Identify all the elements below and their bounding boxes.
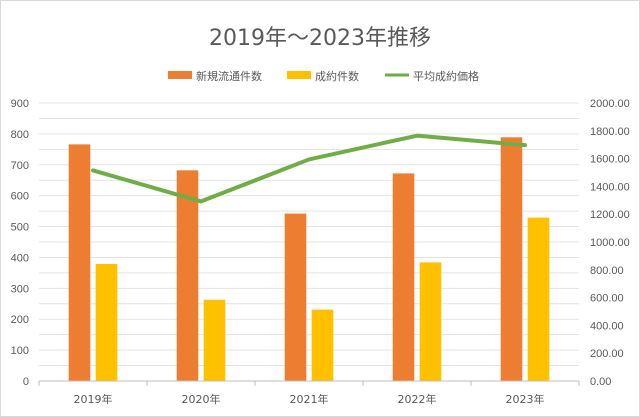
bar-closed-deals <box>311 309 334 381</box>
line-series <box>91 133 527 204</box>
right-axis-ticks: 0.00 200.00 400.00 600.00 800.00 1000.00 1200.… <box>590 98 630 388</box>
bar-new-listings <box>176 170 199 381</box>
right-tick-label: 1200.00 <box>590 209 630 221</box>
right-tick-label: 1000.00 <box>590 237 630 249</box>
right-tick-label: 400.00 <box>590 320 624 332</box>
legend-label-closed-deals: 成約件数 <box>315 69 359 83</box>
right-tick-label: 2000.00 <box>590 98 630 110</box>
right-tick-label: 200.00 <box>590 348 624 360</box>
bar-closed-deals <box>95 263 118 381</box>
left-tick-label: 900 <box>11 98 29 110</box>
bar-closed-deals <box>203 299 226 381</box>
right-tick-label: 0.00 <box>590 376 611 388</box>
bar-closed-deals <box>527 217 550 381</box>
bar-series <box>68 137 550 381</box>
bar-new-listings <box>500 137 523 381</box>
legend: 新規流通件数 成約件数 平均成約価格 <box>168 69 479 83</box>
right-tick-label: 1600.00 <box>590 154 630 166</box>
left-tick-label: 0 <box>23 376 29 388</box>
bar-new-listings <box>392 173 415 381</box>
right-tick-label: 800.00 <box>590 265 624 277</box>
left-tick-label: 100 <box>11 345 29 357</box>
left-tick-label: 200 <box>11 314 29 326</box>
left-tick-label: 600 <box>11 191 29 203</box>
x-tick-label: 2019年 <box>74 392 113 406</box>
right-tick-label: 600.00 <box>590 293 624 305</box>
right-tick-label: 1400.00 <box>590 181 630 193</box>
left-tick-label: 400 <box>11 252 29 264</box>
x-tick-label: 2020年 <box>182 392 221 406</box>
line-avg-price <box>91 133 527 204</box>
x-tick-label: 2022年 <box>398 392 437 406</box>
right-tick-label: 1800.00 <box>590 126 630 138</box>
left-tick-label: 500 <box>11 222 29 234</box>
legend-swatch-new-listings <box>168 71 192 79</box>
bar-new-listings <box>68 144 91 381</box>
chart-title: 2019年～2023年推移 <box>209 26 431 51</box>
left-tick-label: 300 <box>11 283 29 295</box>
x-tick-label: 2023年 <box>506 392 545 406</box>
legend-swatch-closed-deals <box>287 71 311 79</box>
left-tick-label: 800 <box>11 129 29 141</box>
bar-closed-deals <box>419 262 442 381</box>
x-tick-label: 2021年 <box>290 392 329 406</box>
gridlines <box>39 102 579 367</box>
x-axis: 2019年 2020年 2021年 2022年 2023年 <box>38 380 580 406</box>
bar-new-listings <box>284 213 307 381</box>
left-axis-ticks: 0 100 200 300 400 500 600 700 800 900 <box>11 98 29 388</box>
legend-label-avg-price: 平均成約価格 <box>413 69 479 83</box>
left-tick-label: 700 <box>11 160 29 172</box>
legend-label-new-listings: 新規流通件数 <box>196 69 262 83</box>
